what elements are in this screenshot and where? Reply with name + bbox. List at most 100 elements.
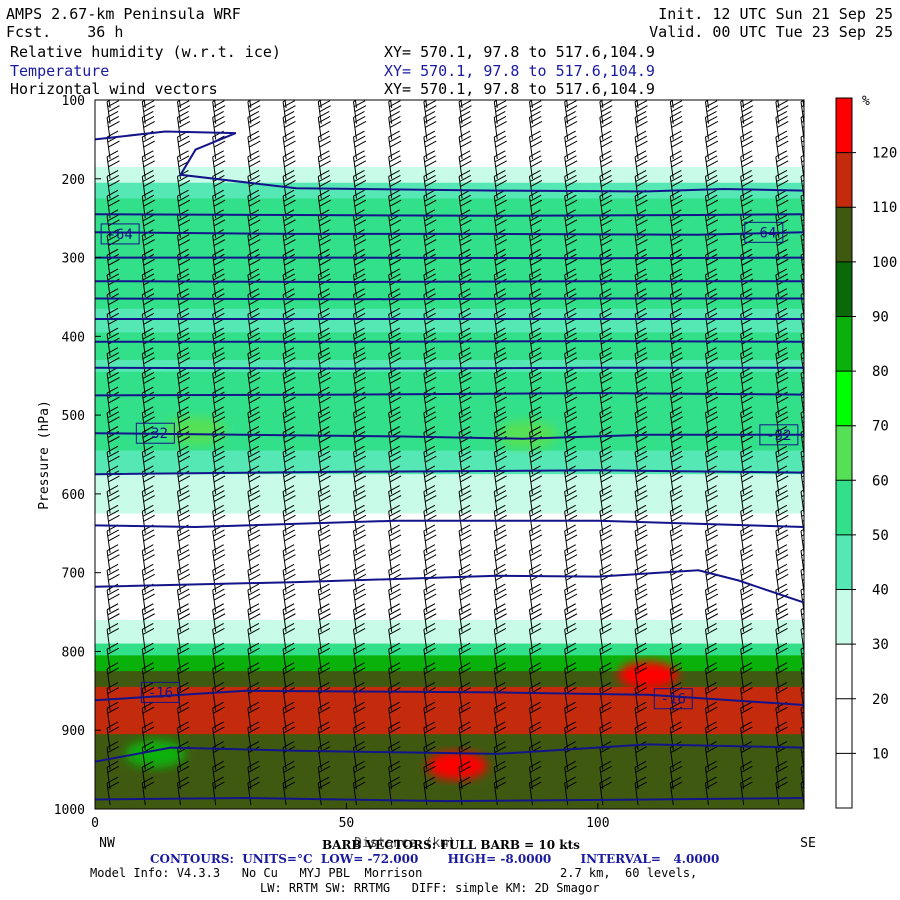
barb-flag <box>671 180 683 187</box>
barb-flag <box>601 90 612 96</box>
barb-flag <box>777 495 789 503</box>
wind-barb <box>354 100 357 108</box>
barb-flag <box>529 509 542 517</box>
barb-flag <box>108 239 120 246</box>
barb-flag <box>600 155 612 163</box>
barb-flag <box>108 298 120 306</box>
barb-flag <box>494 642 506 650</box>
barb-flag <box>565 667 577 675</box>
barb-flag <box>282 760 295 768</box>
barb-flag <box>706 258 719 266</box>
wind-barb <box>706 100 709 108</box>
barb-flag <box>423 307 436 315</box>
barb-flag <box>425 455 437 463</box>
barb-flag <box>458 741 471 749</box>
barb-flag <box>458 760 471 768</box>
barb-flag <box>635 470 648 478</box>
barb-flag <box>318 509 331 517</box>
barb-flag <box>283 234 296 241</box>
barb-flag <box>142 100 155 108</box>
barb-flag <box>706 455 719 463</box>
barb-flag <box>564 662 576 670</box>
barb-flag <box>460 239 472 246</box>
barb-flag <box>177 662 189 670</box>
barb-flag <box>423 248 436 256</box>
wind-barb <box>317 776 331 806</box>
wind-barb <box>247 544 261 573</box>
barb-flag <box>353 130 365 138</box>
barb-flag <box>389 273 401 281</box>
legend-swatch <box>836 534 852 590</box>
barb-flag <box>283 667 296 675</box>
barb-flag <box>142 608 155 616</box>
wind-barb <box>176 544 191 573</box>
barb-flag <box>108 199 120 207</box>
temperature-contour <box>95 432 804 440</box>
barb-flag <box>800 134 804 138</box>
barb-flag <box>284 160 296 168</box>
rh-band <box>95 308 804 333</box>
barb-flag <box>670 721 682 729</box>
legend-swatch <box>836 480 852 536</box>
barb-flag <box>213 568 225 576</box>
barb-flag <box>776 115 788 123</box>
wind-barb <box>423 445 437 475</box>
barb-flag <box>636 376 648 384</box>
barb-flag <box>213 194 225 202</box>
barb-flag <box>741 371 753 379</box>
barb-flag <box>634 268 647 276</box>
barb-flag <box>800 765 804 768</box>
barb-flag <box>318 170 330 177</box>
barb-flag <box>529 568 542 576</box>
barb-flag <box>529 411 542 419</box>
legend-unit: % <box>862 94 870 109</box>
barb-flag <box>529 549 542 557</box>
barb-flag <box>740 760 752 768</box>
barb-flag <box>635 371 648 379</box>
barb-flag <box>282 347 295 355</box>
barb-flag <box>282 268 295 276</box>
barb-flag <box>705 726 718 734</box>
barb-flag <box>740 307 752 315</box>
barb-flag <box>353 170 365 177</box>
barb-flag <box>282 682 295 689</box>
barb-flag <box>354 180 367 187</box>
barb-flag <box>705 524 717 532</box>
barb-shaft <box>634 101 639 124</box>
barb-flag <box>318 647 331 655</box>
barb-flag <box>776 450 788 458</box>
barb-flag <box>212 741 224 749</box>
barb-flag <box>425 416 437 424</box>
barb-flag <box>705 509 718 517</box>
barb-flag <box>178 219 191 227</box>
barb-flag <box>800 686 804 689</box>
barb-flag <box>775 485 788 493</box>
barb-flag <box>283 80 294 86</box>
barb-flag <box>424 80 435 86</box>
barb-flag <box>742 90 753 96</box>
barb-shaft <box>495 100 498 108</box>
barb-flag <box>354 396 367 404</box>
barb-flag <box>636 180 648 187</box>
barb-flag <box>600 706 612 714</box>
barb-flag <box>282 386 295 394</box>
barb-flag <box>494 115 507 123</box>
barb-flag <box>248 155 260 163</box>
barb-flag <box>177 189 189 197</box>
barb-flag <box>494 386 506 394</box>
barb-flag <box>494 544 506 552</box>
barb-flag <box>529 701 541 709</box>
barb-flag <box>423 130 436 138</box>
barb-shaft <box>669 101 674 124</box>
barb-flag <box>142 568 155 576</box>
barb-flag <box>775 268 788 276</box>
barb-flag <box>213 647 225 655</box>
legend-label: 10 <box>872 746 889 762</box>
barb-flag <box>107 628 120 635</box>
wind-barb <box>599 100 613 124</box>
wind-barb <box>423 100 437 124</box>
barb-flag <box>177 623 189 630</box>
barb-flag <box>530 120 543 128</box>
barb-flag <box>425 593 437 601</box>
